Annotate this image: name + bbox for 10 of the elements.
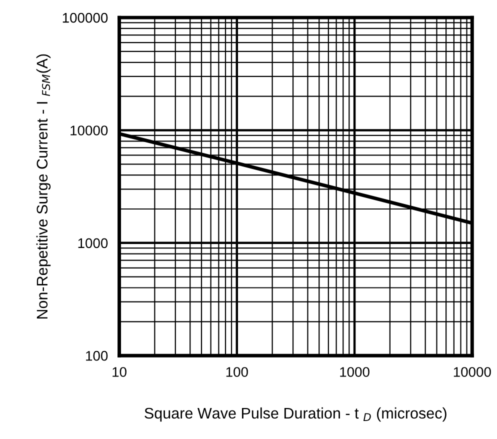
y-axis-title: Non-Repetitive Surge Current - I $_{FSM}$(A) (36, 54, 51, 319)
x-tick-label: 100 (226, 367, 248, 377)
y-tick-label: 10000 (70, 126, 108, 136)
y-tick-label: 1000 (78, 238, 108, 248)
x-tick-label: 10000 (454, 367, 491, 377)
x-axis-title: Square Wave Pulse Duration - t $_{D}$ (microsec) (144, 407, 446, 422)
x-tick-label: 1000 (340, 367, 370, 377)
x-tick-label: 10 (112, 367, 126, 377)
y-tick-label: 100 (86, 350, 108, 361)
y-tick-label: 100000 (62, 12, 108, 23)
